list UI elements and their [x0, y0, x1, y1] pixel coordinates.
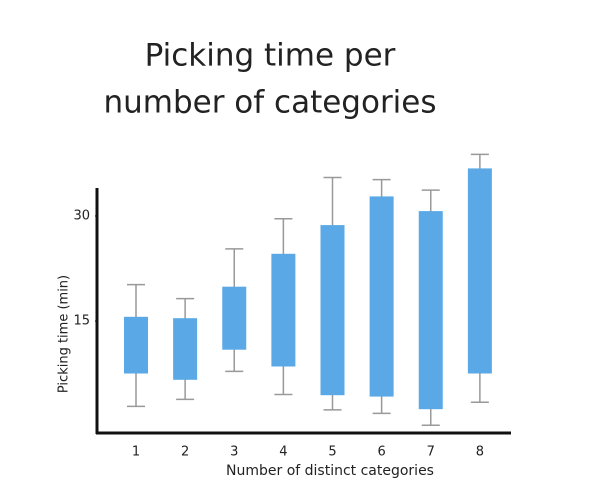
box: [467, 168, 492, 374]
box: [222, 286, 247, 350]
chart-title: number of categories: [103, 85, 436, 121]
x-tick-label: 8: [476, 445, 484, 460]
box: [124, 316, 148, 374]
box: [173, 318, 198, 380]
box: [418, 211, 443, 410]
x-tick-label: 1: [132, 445, 140, 460]
x-tick-label: 7: [427, 445, 435, 460]
chart-title: Picking time per: [145, 38, 396, 74]
box: [320, 225, 345, 396]
y-tick-label: 15: [73, 314, 90, 329]
y-axis-label: Picking time (min): [57, 275, 72, 393]
box: [271, 253, 296, 367]
x-tick-label: 5: [328, 445, 336, 460]
y-tick-label: 30: [73, 209, 90, 224]
box: [369, 196, 394, 397]
x-axis-label: Number of distinct categories: [226, 463, 434, 479]
x-tick-label: 3: [230, 445, 238, 460]
x-tick-label: 6: [377, 445, 385, 460]
x-tick-label: 4: [279, 445, 287, 460]
x-tick-label: 2: [181, 445, 189, 460]
